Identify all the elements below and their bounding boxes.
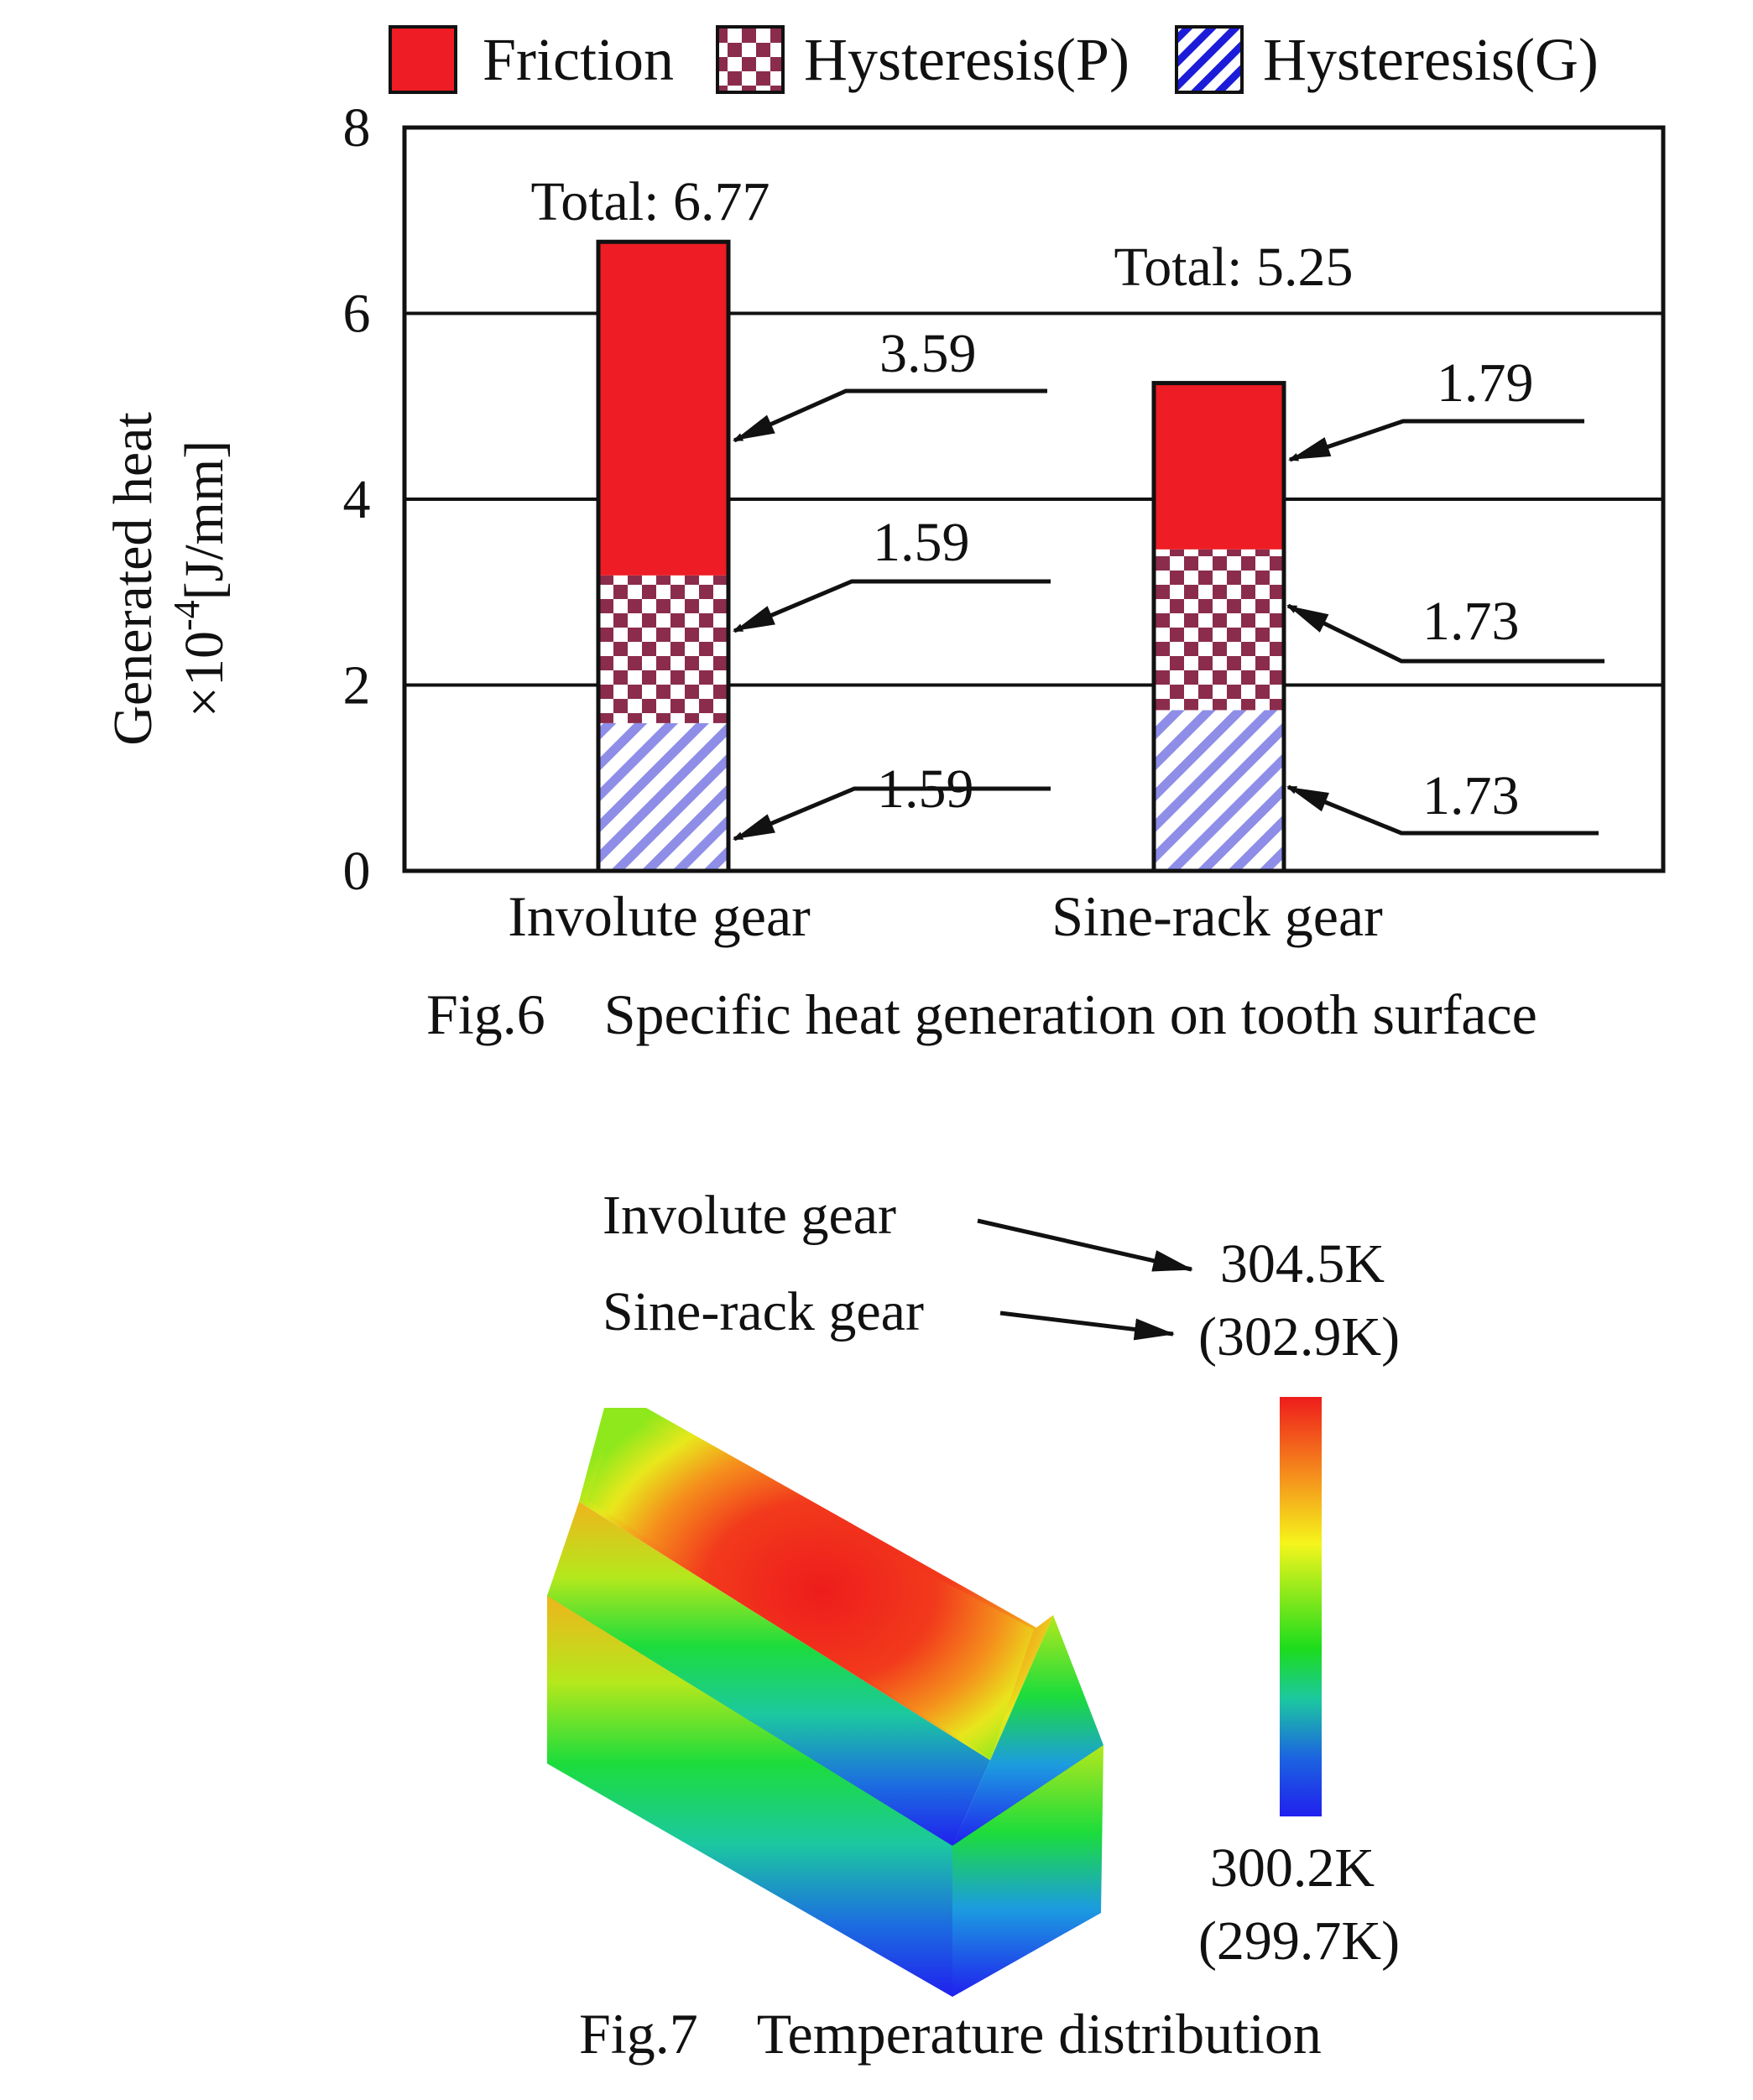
leader-line xyxy=(733,388,1047,443)
leader-line xyxy=(1288,419,1584,462)
value-label-friction: 1.79 xyxy=(1437,352,1534,414)
fig7-temperature-distribution: Involute gear Sine-rack gear 304.5K (302… xyxy=(547,1185,1400,2066)
bar-segment-friction xyxy=(1154,383,1284,550)
temperature-color-bar xyxy=(1280,1397,1322,1816)
value-label-hysteresis-g: 1.59 xyxy=(877,758,974,820)
leader-arrowhead xyxy=(1288,606,1329,633)
value-label-hysteresis-p: 1.59 xyxy=(873,512,970,573)
value-label-hysteresis-g: 1.73 xyxy=(1422,765,1520,826)
chart-legend: Friction Hysteresis(P) Hysteresis(G) xyxy=(389,25,1599,94)
y-axis-unit: ×10-4[J/mm] xyxy=(166,440,235,718)
arrow-involute-to-max xyxy=(977,1218,1193,1272)
bar-segment-hysteresis-p xyxy=(1154,549,1284,711)
leader-arrowhead xyxy=(734,414,775,440)
bar-segment-friction xyxy=(598,242,728,576)
y-axis-label: Generated heat xyxy=(102,412,164,746)
y-tick-label: 4 xyxy=(343,469,371,530)
legend-swatch-hysteresis-p xyxy=(716,25,785,94)
fig7-label-sine-rack-gear: Sine-rack gear xyxy=(603,1281,924,1342)
colorbar-max-label-sine-rack: (302.9K) xyxy=(1198,1306,1400,1368)
leader-line xyxy=(1286,603,1604,664)
tooth-flank-side-face xyxy=(952,1615,1103,1846)
leader-arrowhead xyxy=(1288,787,1329,812)
leader-line xyxy=(733,579,1051,633)
leader-line xyxy=(1286,784,1599,836)
y-axis-label-line1: Generated heat xyxy=(102,412,164,746)
svg-text:×10-4[J/mm]: ×10-4[J/mm] xyxy=(166,440,235,718)
colorbar-min-label-sine-rack: (299.7K) xyxy=(1198,1910,1400,1972)
leader-arrowhead xyxy=(1290,437,1332,460)
stacked-bars xyxy=(596,239,1286,873)
legend-label-hysteresis-g: Hysteresis(G) xyxy=(1263,26,1599,93)
value-label-friction: 3.59 xyxy=(879,323,977,384)
colorbar-min-label-involute: 300.2K xyxy=(1210,1837,1375,1899)
x-category-label: Sine-rack gear xyxy=(1051,884,1383,948)
y-axis-unit-text: [J/mm] xyxy=(174,440,235,601)
y-tick-label: 8 xyxy=(343,97,371,159)
value-annotations: 1.59 1.59 3.59 Total: 6.77 1.73 1.73 1.79 Total… xyxy=(530,171,1604,842)
tooth-top-surface-hot-region xyxy=(587,1410,1034,1759)
legend-swatch-hysteresis-g xyxy=(1175,25,1244,94)
x-category-label: Involute gear xyxy=(508,884,811,948)
fig7-caption: Fig.7 Temperature distribution xyxy=(579,2002,1322,2066)
y-tick-label: 6 xyxy=(343,284,371,345)
legend-label-hysteresis-p: Hysteresis(P) xyxy=(804,26,1130,93)
bar-segment-hysteresis-g xyxy=(1154,710,1284,871)
arrow-sine-rack-to-max xyxy=(999,1311,1175,1341)
leader-arrowhead xyxy=(734,606,775,631)
fig6-heat-generation-chart: Friction Hysteresis(P) Hysteresis(G) Gen… xyxy=(102,25,1666,1046)
leader-line xyxy=(733,786,1051,842)
fig7-label-involute-gear: Involute gear xyxy=(603,1185,896,1246)
tooth-base-front-face xyxy=(547,1594,952,1997)
fig7-caption-number: Fig.7 xyxy=(579,2002,698,2066)
y-axis-unit-exponent: -4 xyxy=(166,600,207,631)
y-axis-unit-multiplier: ×10 xyxy=(174,631,235,717)
legend-label-friction: Friction xyxy=(483,26,674,93)
gear-tooth-temperature-model xyxy=(547,1408,1103,1997)
value-label-hysteresis-p: 1.73 xyxy=(1422,591,1520,652)
y-axis-ticks: 0 2 4 6 8 xyxy=(343,97,371,902)
tooth-flank-front-face xyxy=(547,1502,990,1846)
bar-total-label: Total: 6.77 xyxy=(530,171,770,232)
x-axis-category-labels: Involute gear Sine-rack gear xyxy=(508,884,1383,948)
legend-swatch-friction xyxy=(389,25,457,94)
fig7-caption-title: Temperature distribution xyxy=(757,2002,1322,2066)
fig6-caption: Fig.6 Specific heat generation on tooth s… xyxy=(426,982,1537,1046)
bar-segment-hysteresis-g xyxy=(598,722,728,871)
fig6-caption-title: Specific heat generation on tooth surfac… xyxy=(604,982,1537,1046)
bar-total-label: Total: 5.25 xyxy=(1114,237,1353,298)
y-tick-label: 2 xyxy=(343,655,371,717)
plot-frame xyxy=(402,125,1666,873)
fig6-caption-number: Fig.6 xyxy=(426,982,545,1046)
colorbar-max-label-involute: 304.5K xyxy=(1220,1233,1385,1295)
bar-segment-hysteresis-p xyxy=(598,575,728,723)
leader-arrowhead xyxy=(734,814,775,839)
y-tick-label: 0 xyxy=(343,841,371,902)
